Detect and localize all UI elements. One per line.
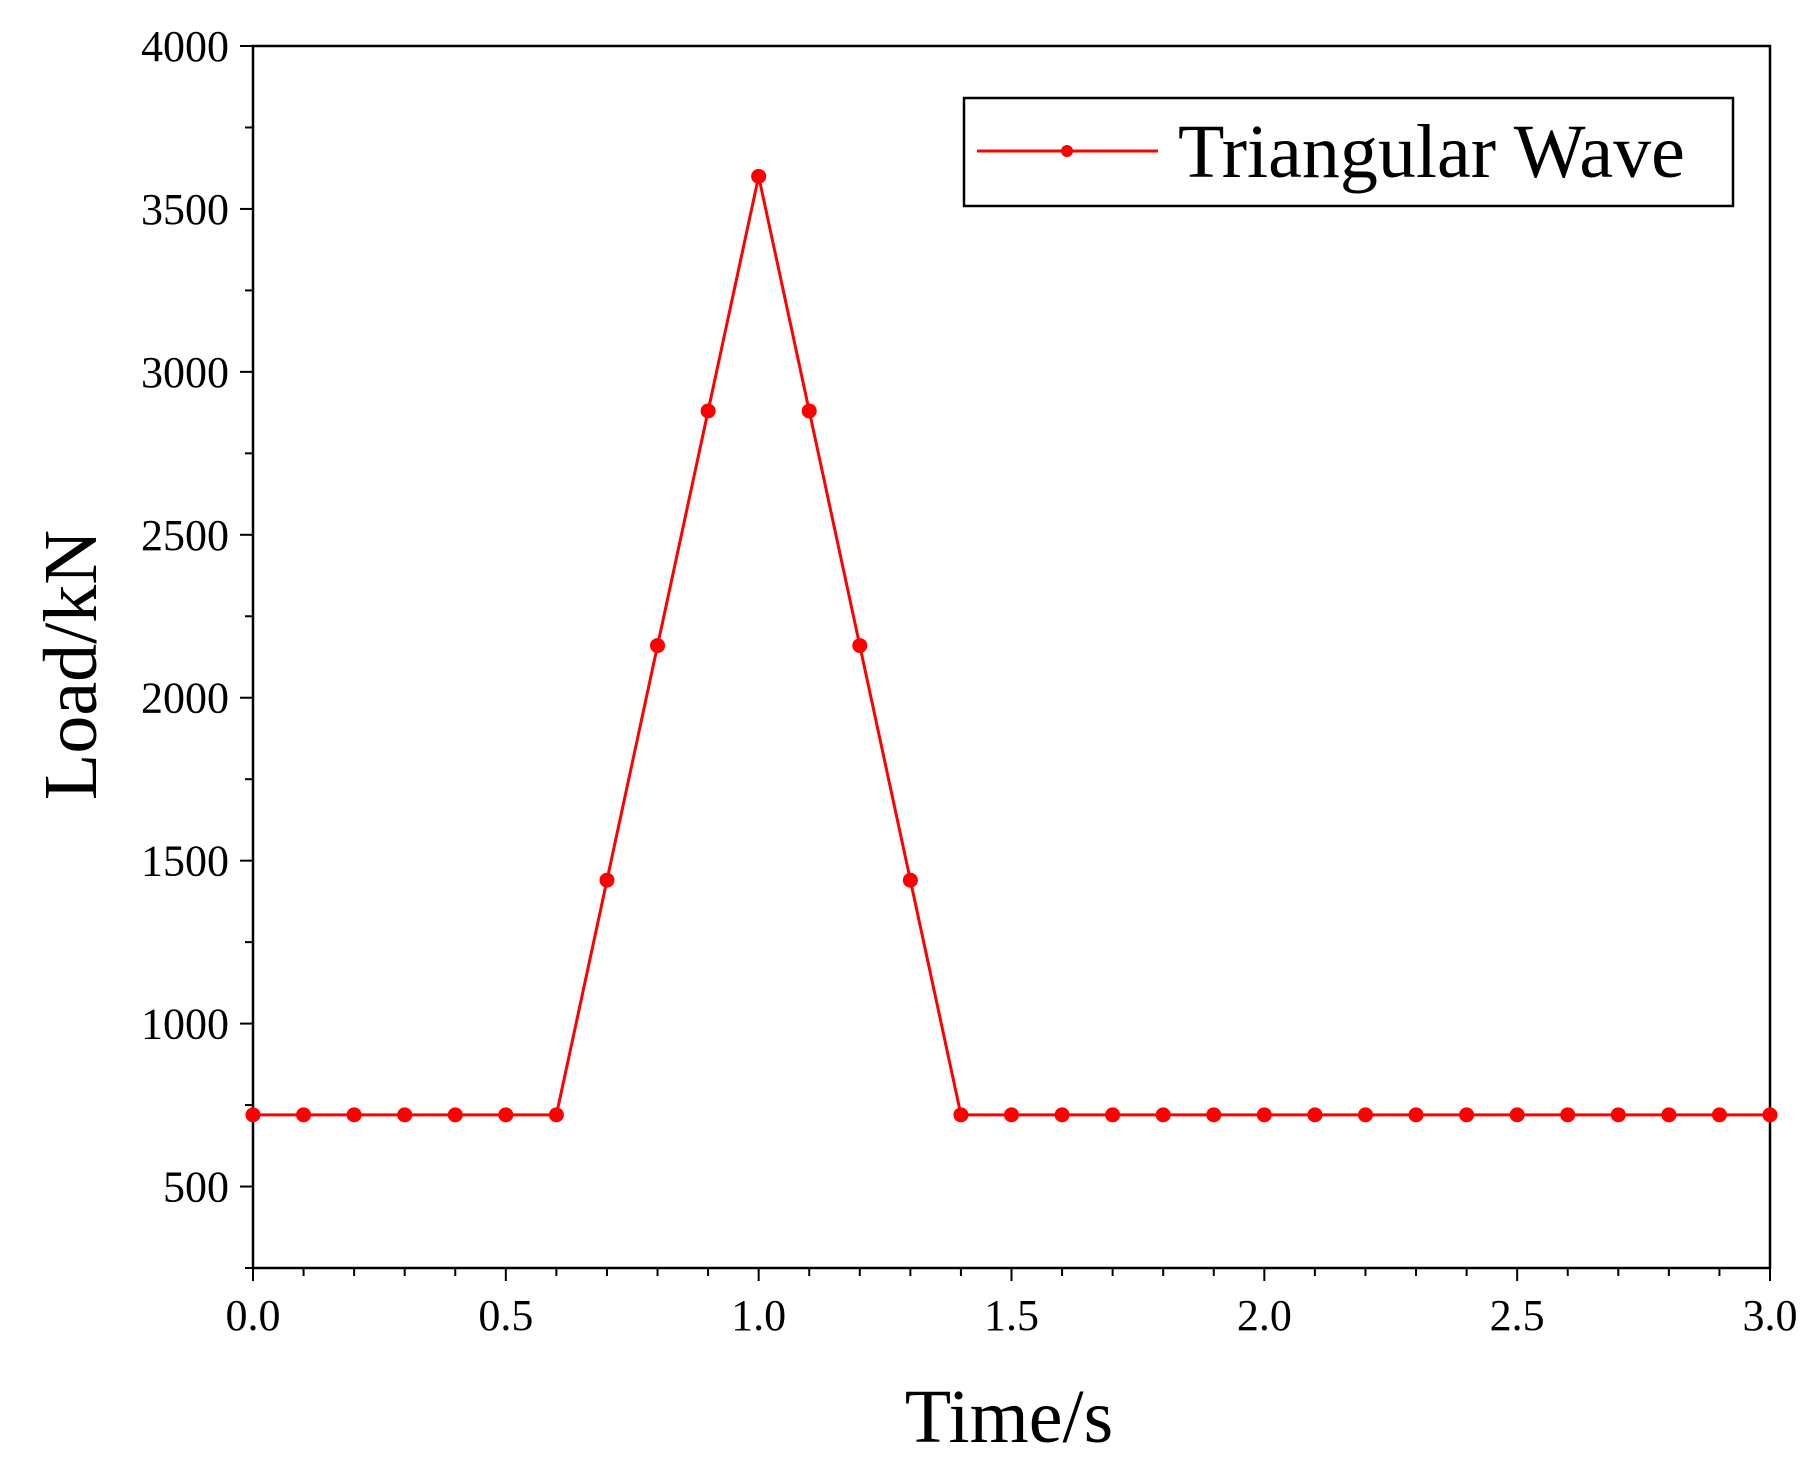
data-point	[1054, 1107, 1070, 1123]
data-point	[852, 638, 868, 654]
data-point	[1307, 1107, 1323, 1123]
y-axis-ticks: 500 1000 1500 2000 2500 3000 3500 4000	[141, 22, 253, 1269]
data-point	[953, 1107, 969, 1123]
y-tick-label: 3500	[141, 185, 229, 234]
data-point	[801, 403, 817, 419]
x-tick-label: 1.0	[731, 1291, 786, 1340]
data-point	[548, 1107, 564, 1123]
x-tick-label: 0.5	[478, 1291, 533, 1340]
legend-label: Triangular Wave	[1178, 110, 1685, 194]
data-point	[296, 1107, 312, 1123]
data-point	[1459, 1107, 1475, 1123]
data-point	[650, 638, 666, 654]
data-point	[1408, 1107, 1424, 1123]
plot-frame	[251, 44, 1772, 1270]
x-tick-label: 3.0	[1743, 1291, 1798, 1340]
series-line	[253, 176, 1770, 1117]
data-point	[447, 1107, 463, 1123]
series-layer	[245, 168, 1778, 1123]
data-point	[1711, 1107, 1727, 1123]
y-tick-label: 2000	[141, 674, 229, 723]
y-tick-label: 4000	[141, 22, 229, 71]
data-point	[599, 872, 615, 888]
data-point	[1509, 1107, 1525, 1123]
y-tick-label: 3000	[141, 348, 229, 397]
x-axis-title: Time/s	[905, 1375, 1113, 1459]
data-point	[1105, 1107, 1121, 1123]
x-tick-label: 1.5	[984, 1291, 1039, 1340]
y-tick-label: 1000	[141, 1000, 229, 1049]
y-tick-label: 2500	[141, 511, 229, 560]
data-point	[1206, 1107, 1222, 1123]
x-tick-label: 2.5	[1490, 1291, 1545, 1340]
data-point	[1661, 1107, 1677, 1123]
x-tick-label: 0.0	[226, 1291, 281, 1340]
data-point	[1155, 1107, 1171, 1123]
data-point	[498, 1107, 514, 1123]
data-point	[1610, 1107, 1626, 1123]
y-tick-label: 500	[163, 1163, 229, 1212]
x-tick-label: 2.0	[1237, 1291, 1292, 1340]
data-point	[1357, 1107, 1373, 1123]
data-point	[346, 1107, 362, 1123]
data-point	[700, 403, 716, 419]
y-tick-label: 1500	[141, 837, 229, 886]
data-point	[1004, 1107, 1019, 1123]
data-point	[245, 1107, 261, 1123]
data-point	[1560, 1107, 1576, 1123]
data-point	[751, 168, 767, 184]
legend: Triangular Wave	[962, 96, 1735, 208]
x-axis-ticks: 0.0 0.5 1.0 1.5 2.0 2.5 3.0	[226, 1268, 1798, 1340]
y-axis-title: Load/kN	[29, 530, 113, 800]
axes	[251, 44, 1772, 1270]
data-point	[1256, 1107, 1272, 1123]
data-point	[902, 872, 918, 888]
data-point	[397, 1107, 413, 1123]
legend-marker-sample	[1061, 145, 1073, 157]
data-point	[1762, 1107, 1778, 1123]
